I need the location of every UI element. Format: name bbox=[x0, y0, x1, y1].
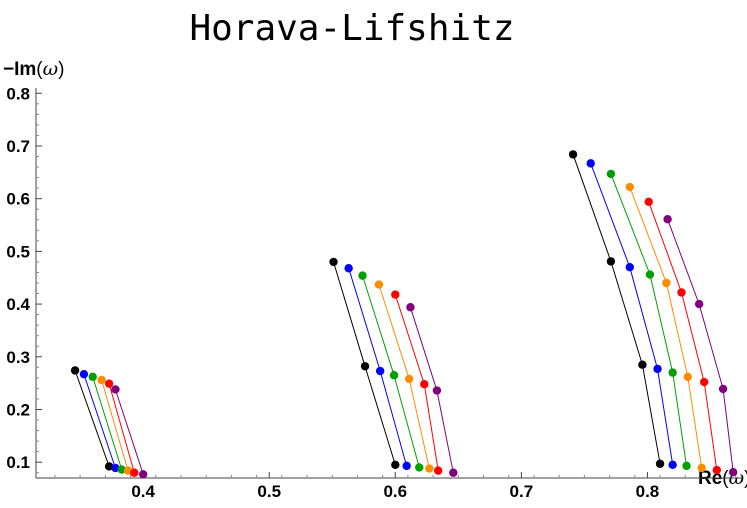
data-point bbox=[402, 461, 411, 471]
data-point bbox=[138, 470, 148, 479]
series-points bbox=[70, 150, 738, 479]
series-lines bbox=[74, 154, 734, 475]
data-point bbox=[406, 303, 415, 312]
y-tick-label: 0.7 bbox=[6, 137, 30, 156]
data-point bbox=[104, 379, 114, 388]
y-tick-label: 0.8 bbox=[6, 84, 30, 103]
data-point bbox=[375, 366, 385, 376]
data-point bbox=[130, 468, 139, 477]
data-point bbox=[655, 459, 665, 468]
data-point bbox=[718, 384, 728, 394]
y-axis-label: −Im(ω) bbox=[3, 58, 64, 80]
data-point bbox=[625, 182, 634, 192]
data-point bbox=[415, 463, 424, 472]
y-tick-label: 0.1 bbox=[6, 453, 30, 472]
data-point bbox=[389, 371, 399, 380]
data-point bbox=[117, 465, 126, 474]
data-point bbox=[79, 369, 89, 379]
y-axis-label-var: ω bbox=[43, 58, 59, 80]
x-tick-label: 0.4 bbox=[131, 482, 155, 501]
data-point bbox=[425, 464, 434, 473]
data-point bbox=[344, 264, 353, 273]
data-point bbox=[668, 368, 677, 377]
data-point bbox=[391, 290, 400, 299]
data-point bbox=[568, 150, 578, 159]
series-line bbox=[590, 163, 674, 465]
data-point bbox=[697, 463, 706, 473]
data-point bbox=[606, 257, 616, 266]
series-line bbox=[394, 294, 439, 471]
data-point bbox=[668, 460, 677, 470]
axes: 0.4 0.5 0.6 0.7 0.8 0.1 0.2 0.3 0.4 0.5 0.6 0.7 0.8 bbox=[6, 84, 742, 501]
y-tick-label: 0.4 bbox=[6, 295, 30, 314]
data-point bbox=[360, 362, 370, 371]
y-axis-label-bold: −Im bbox=[3, 59, 36, 80]
series-line bbox=[114, 389, 144, 475]
data-point bbox=[404, 374, 414, 384]
data-point bbox=[329, 257, 338, 267]
data-point bbox=[662, 278, 671, 288]
data-point bbox=[111, 463, 120, 473]
x-tick-label: 0.6 bbox=[383, 482, 407, 501]
data-point bbox=[644, 197, 653, 207]
series-line bbox=[74, 370, 110, 467]
y-tick-label: 0.6 bbox=[6, 190, 30, 209]
data-point bbox=[625, 262, 634, 272]
data-point bbox=[683, 372, 692, 382]
series-line bbox=[629, 186, 703, 469]
series-line bbox=[667, 219, 734, 473]
data-point bbox=[699, 377, 709, 387]
data-point bbox=[88, 372, 97, 382]
series-line bbox=[83, 374, 116, 469]
chart-title: Horava-Lifshitz bbox=[189, 8, 514, 49]
series-line bbox=[92, 376, 123, 470]
data-point bbox=[449, 468, 458, 477]
x-axis-label-close: ) bbox=[744, 468, 747, 489]
data-point bbox=[123, 466, 133, 475]
series-line bbox=[108, 383, 135, 473]
data-point bbox=[70, 366, 80, 375]
data-point bbox=[391, 460, 400, 470]
data-point bbox=[97, 375, 106, 385]
x-tick-label: 0.8 bbox=[636, 482, 660, 501]
series-line bbox=[648, 201, 718, 471]
data-point bbox=[653, 364, 662, 374]
data-point bbox=[682, 461, 691, 471]
y-tick-label: 0.2 bbox=[6, 400, 30, 419]
data-point bbox=[645, 270, 655, 279]
series-line bbox=[409, 307, 454, 473]
series-line bbox=[572, 154, 661, 464]
data-point bbox=[374, 280, 384, 289]
x-tick-label: 0.7 bbox=[510, 482, 534, 501]
data-point bbox=[111, 385, 120, 394]
data-point bbox=[694, 299, 704, 309]
data-point bbox=[663, 215, 672, 224]
data-point bbox=[432, 386, 442, 395]
data-point bbox=[358, 271, 367, 280]
series-line bbox=[610, 173, 687, 466]
data-point bbox=[433, 466, 443, 475]
series-line bbox=[101, 379, 129, 471]
data-point bbox=[420, 379, 429, 389]
data-point bbox=[728, 468, 738, 477]
y-axis-label-close: ) bbox=[58, 59, 64, 80]
x-tick-label: 0.5 bbox=[257, 482, 281, 501]
y-axis-label-open: ( bbox=[36, 59, 43, 80]
data-point bbox=[104, 462, 114, 471]
data-point bbox=[638, 360, 647, 369]
data-point bbox=[712, 465, 721, 475]
data-point bbox=[586, 159, 595, 168]
data-point bbox=[677, 288, 686, 297]
y-tick-label: 0.3 bbox=[6, 348, 30, 367]
data-point bbox=[606, 169, 616, 179]
y-tick-label: 0.5 bbox=[6, 242, 30, 261]
